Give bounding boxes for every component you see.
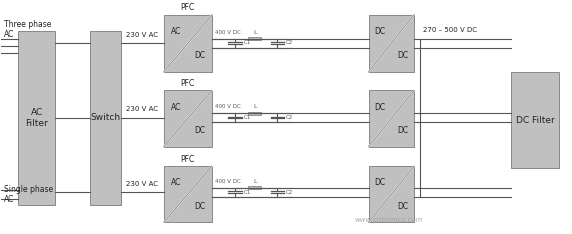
Text: www.cntronics.com: www.cntronics.com <box>354 217 423 223</box>
Text: Three phase
AC: Three phase AC <box>4 20 51 39</box>
Text: L: L <box>253 104 256 109</box>
Text: C1: C1 <box>243 115 251 120</box>
FancyBboxPatch shape <box>248 112 261 115</box>
Text: 400 V DC: 400 V DC <box>215 104 241 109</box>
Text: DC: DC <box>194 202 205 211</box>
Text: C1: C1 <box>243 40 251 45</box>
Text: L: L <box>253 30 256 35</box>
Text: C1: C1 <box>243 190 251 194</box>
FancyBboxPatch shape <box>368 15 414 72</box>
FancyBboxPatch shape <box>90 31 121 205</box>
Text: AC: AC <box>170 179 181 187</box>
Text: PFC: PFC <box>181 3 195 12</box>
Text: DC Filter: DC Filter <box>516 116 554 125</box>
Text: 230 V AC: 230 V AC <box>126 181 158 187</box>
Text: DC: DC <box>397 126 408 135</box>
FancyBboxPatch shape <box>164 15 212 72</box>
Text: 400 V DC: 400 V DC <box>215 30 241 35</box>
FancyBboxPatch shape <box>511 72 559 168</box>
Text: DC: DC <box>397 51 408 60</box>
Text: AC: AC <box>170 27 181 36</box>
Text: 400 V DC: 400 V DC <box>215 179 241 184</box>
Text: DC: DC <box>194 126 205 135</box>
Text: C2: C2 <box>286 115 293 120</box>
Text: AC: AC <box>170 103 181 112</box>
FancyBboxPatch shape <box>368 90 414 146</box>
Text: AC
Filter: AC Filter <box>26 108 49 128</box>
Text: L: L <box>253 179 256 184</box>
Text: DC: DC <box>397 202 408 211</box>
FancyBboxPatch shape <box>164 166 212 222</box>
Text: DC: DC <box>374 103 386 112</box>
FancyBboxPatch shape <box>368 166 414 222</box>
Text: DC: DC <box>374 27 386 36</box>
Text: PFC: PFC <box>181 79 195 88</box>
Text: 270 – 500 V DC: 270 – 500 V DC <box>423 27 476 33</box>
Text: Switch: Switch <box>90 113 120 122</box>
FancyBboxPatch shape <box>164 90 212 146</box>
FancyBboxPatch shape <box>248 37 261 40</box>
Text: 230 V AC: 230 V AC <box>126 106 158 112</box>
Text: PFC: PFC <box>181 155 195 164</box>
Text: DC: DC <box>374 179 386 187</box>
Text: DC: DC <box>194 51 205 60</box>
Text: C2: C2 <box>286 40 293 45</box>
FancyBboxPatch shape <box>248 186 261 189</box>
Text: C2: C2 <box>286 190 293 194</box>
Text: Single phase
AC: Single phase AC <box>4 185 53 205</box>
Text: 230 V AC: 230 V AC <box>126 32 158 38</box>
FancyBboxPatch shape <box>18 31 55 205</box>
